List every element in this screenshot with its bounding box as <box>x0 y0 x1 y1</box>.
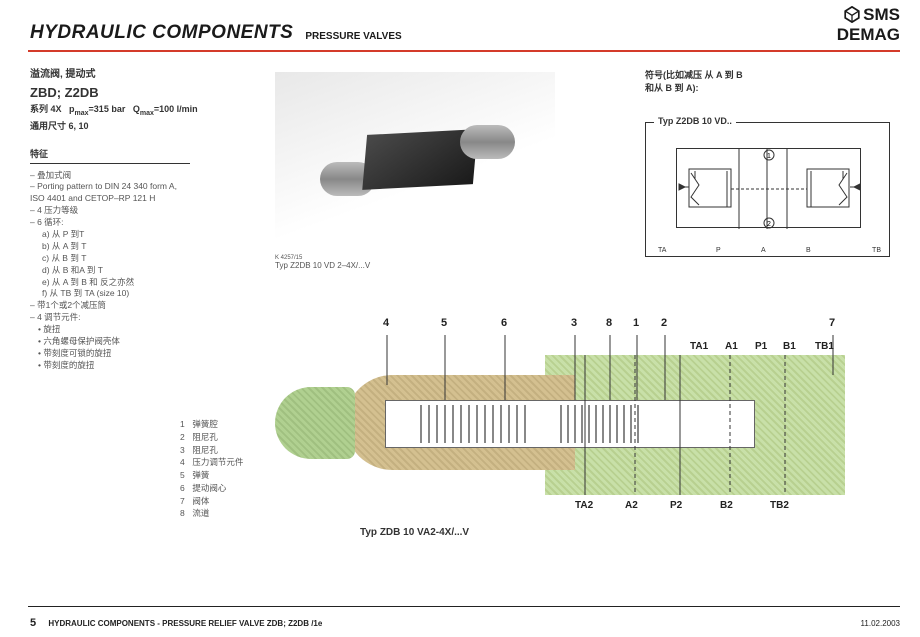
feature-item: f) 从 TB 到 TA (size 10) <box>30 288 280 300</box>
legend-row: 2 阻尼孔 <box>180 431 243 444</box>
photo-typ: Typ Z2DB 10 VD 2–4X/...V <box>275 261 370 270</box>
hydraulic-schematic: Typ Z2DB 10 VD.. 1 2 TA P A B TB <box>645 122 890 257</box>
callout-1: 1 <box>633 317 639 329</box>
port-tb1: TB1 <box>815 341 834 352</box>
callout-3: 3 <box>571 317 577 329</box>
page-header: HYDRAULIC COMPONENTS PRESSURE VALVES <box>0 0 920 48</box>
callout-7: 7 <box>829 317 835 329</box>
schematic-svg: 1 2 <box>677 149 862 229</box>
logo-line1: SMS <box>863 5 900 24</box>
port-a1: A1 <box>725 341 738 352</box>
feature-item: – Porting pattern to DIN 24 340 form A, <box>30 181 280 193</box>
symbol-heading-2: 和从 B 到 A): <box>645 81 900 94</box>
legend-row: 3 阻尼孔 <box>180 444 243 457</box>
legend-row: 6 提动阀心 <box>180 482 243 495</box>
cross-section-render: 4 5 6 3 8 1 2 7 TA1 A1 P1 B1 TB1 TA2 A2 … <box>275 305 880 530</box>
callout-8: 8 <box>606 317 612 329</box>
brand-logo: SMS DEMAG <box>837 6 900 43</box>
cross-section-diagram: 4 5 6 3 8 1 2 7 TA1 A1 P1 B1 TB1 TA2 A2 … <box>275 305 880 530</box>
callout-6: 6 <box>501 317 507 329</box>
symbol-heading-1: 符号(比如减压 从 A 到 B <box>645 68 900 81</box>
feature-item: – 4 压力等级 <box>30 205 280 217</box>
cross-section-caption: Typ ZDB 10 VA2-4X/...V <box>360 527 469 538</box>
feature-item: a) 从 P 到T <box>30 229 280 241</box>
port-tb2: TB2 <box>770 500 789 511</box>
header-subtitle: PRESSURE VALVES <box>305 31 401 44</box>
callout-legend: 1 弹簧腔 2 阻尼孔 3 阻尼孔 4 压力调节元件 5 弹簧 6 提动阀心 7… <box>180 418 243 520</box>
svg-text:2: 2 <box>767 221 771 228</box>
feature-item: c) 从 B 到 T <box>30 253 280 265</box>
port-a: A <box>761 247 766 254</box>
page-number: 5 <box>30 617 36 629</box>
legend-row: 4 压力调节元件 <box>180 456 243 469</box>
photo-caption: K 4257/15 Typ Z2DB 10 VD 2–4X/...V <box>275 255 370 270</box>
feature-item: – 叠加式阀 <box>30 170 280 182</box>
port-p2: P2 <box>670 500 682 511</box>
product-series: 系列 4X pmax=315 bar Qmax=100 l/min <box>30 103 280 118</box>
footer-date: 11.02.2003 <box>861 619 900 628</box>
port-b1: B1 <box>783 341 796 352</box>
left-column: 溢流阀, 提动式 ZBD; Z2DB 系列 4X pmax=315 bar Qm… <box>30 68 280 372</box>
feature-item: e) 从 A 到 B 和 反之亦然 <box>30 277 280 289</box>
port-p1: P1 <box>755 341 767 352</box>
schematic-title: Typ Z2DB 10 VD.. <box>654 116 736 126</box>
features-heading: 特征 <box>30 148 190 163</box>
port-ta2: TA2 <box>575 500 593 511</box>
port-tb: TB <box>872 247 881 254</box>
feature-item: – 4 调节元件: <box>30 312 280 324</box>
legend-row: 1 弹簧腔 <box>180 418 243 431</box>
product-subtitle: 溢流阀, 提动式 <box>30 68 280 82</box>
product-sizes: 通用尺寸 6, 10 <box>30 120 280 132</box>
port-b2: B2 <box>720 500 733 511</box>
product-model: ZBD; Z2DB <box>30 84 280 102</box>
port-a2: A2 <box>625 500 638 511</box>
footer-rule <box>28 606 900 607</box>
feature-item: d) 从 B 和A 到 T <box>30 265 280 277</box>
legend-row: 7 阀体 <box>180 495 243 508</box>
feature-item: – 6 循环: <box>30 217 280 229</box>
valve-render <box>315 117 515 207</box>
port-b: B <box>806 247 811 254</box>
feature-item: • 旋扭 <box>30 324 280 336</box>
feature-item: • 带刻度可锁的旋扭 <box>30 348 280 360</box>
legend-row: 5 弹簧 <box>180 469 243 482</box>
header-title: HYDRAULIC COMPONENTS <box>30 22 293 44</box>
header-rule <box>28 50 900 52</box>
port-ta: TA <box>658 247 666 254</box>
page-footer: 5 HYDRAULIC COMPONENTS - PRESSURE RELIEF… <box>30 617 900 629</box>
feature-item: • 带刻度的旋扭 <box>30 360 280 372</box>
schematic-inner: 1 2 <box>676 148 861 228</box>
footer-title: HYDRAULIC COMPONENTS - PRESSURE RELIEF V… <box>48 619 322 628</box>
features-list: – 叠加式阀 – Porting pattern to DIN 24 340 f… <box>30 170 280 372</box>
logo-line2: DEMAG <box>837 26 900 43</box>
callout-4: 4 <box>383 317 389 329</box>
svg-text:1: 1 <box>767 153 771 160</box>
port-p: P <box>716 247 721 254</box>
feature-item: • 六角螺母保护阀壳体 <box>30 336 280 348</box>
callout-5: 5 <box>441 317 447 329</box>
right-column: 符号(比如减压 从 A 到 B 和从 B 到 A): Typ Z2DB 10 V… <box>645 68 900 257</box>
feature-item: – 带1个或2个减压筒 <box>30 300 280 312</box>
logo-icon <box>843 6 861 26</box>
feature-item: b) 从 A 到 T <box>30 241 280 253</box>
product-photo <box>275 72 555 252</box>
callout-2: 2 <box>661 317 667 329</box>
port-ta1: TA1 <box>690 341 708 352</box>
legend-row: 8 流道 <box>180 507 243 520</box>
feature-item: ISO 4401 and CETOP–RP 121 H <box>30 193 280 205</box>
